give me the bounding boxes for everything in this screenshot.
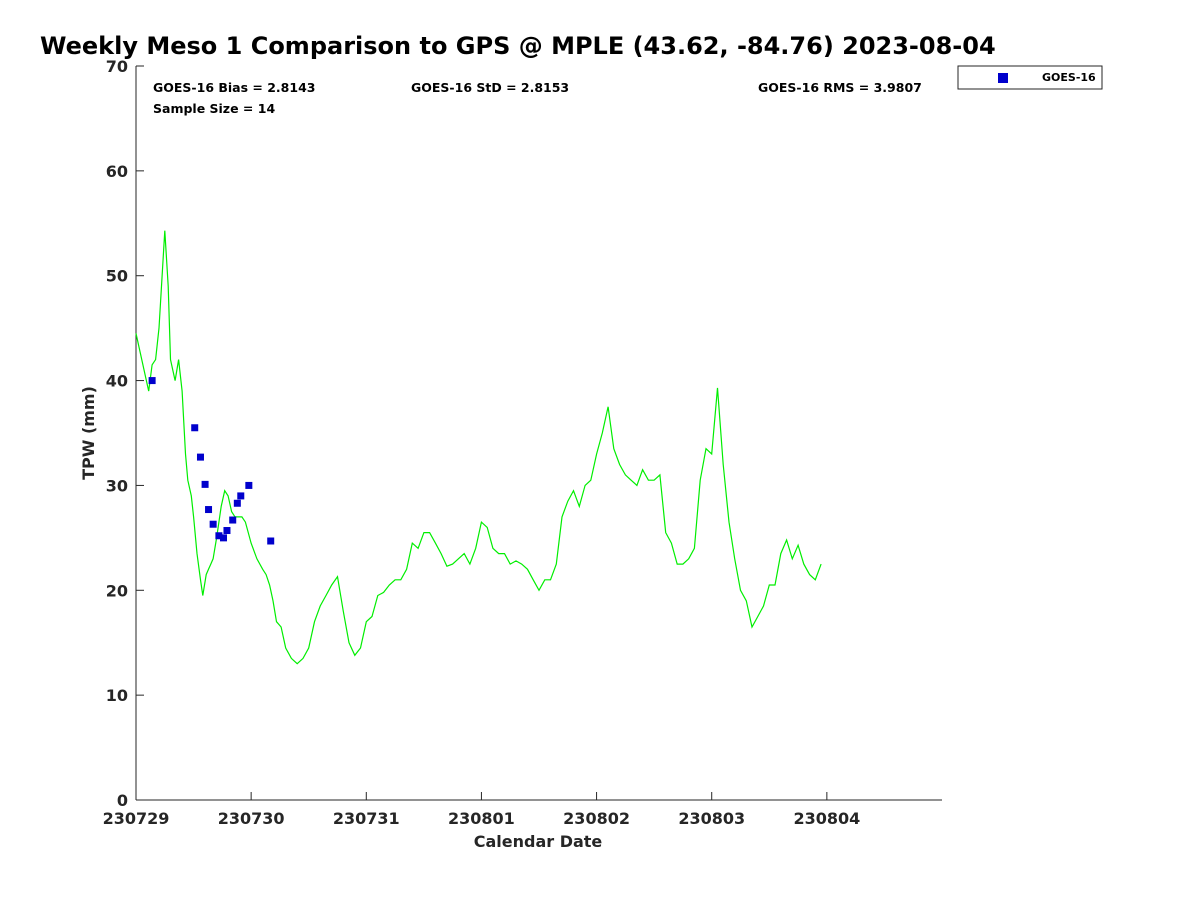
y-tick-label: 70 bbox=[106, 57, 128, 76]
bias-stat: GOES-16 Bias = 2.8143 bbox=[153, 80, 315, 95]
y-tick-label: 0 bbox=[117, 791, 128, 810]
x-tick-label: 230803 bbox=[678, 809, 745, 828]
gps-series bbox=[135, 230, 822, 665]
legend-label: GOES-16 bbox=[1042, 71, 1096, 84]
goes16-point bbox=[220, 534, 228, 542]
x-ticks: 230729 230730 230731 230801 230802 230803 2308… bbox=[103, 792, 860, 828]
goes16-point bbox=[237, 492, 245, 500]
x-axis-label: Calendar Date bbox=[474, 832, 603, 851]
y-ticks: 0 10 20 30 40 50 60 70 bbox=[106, 57, 144, 810]
goes16-point bbox=[215, 532, 223, 540]
y-tick-label: 50 bbox=[106, 267, 128, 286]
x-tick-label: 230729 bbox=[103, 809, 170, 828]
goes16-point bbox=[201, 480, 209, 488]
plot-axes bbox=[135, 66, 942, 801]
legend-box bbox=[957, 65, 1103, 90]
x-tick-label: 230804 bbox=[793, 809, 860, 828]
rms-stat: GOES-16 RMS = 3.9807 bbox=[758, 80, 922, 95]
y-tick-label: 20 bbox=[106, 581, 128, 600]
goes16-point bbox=[196, 453, 204, 461]
y-axis-label: TPW (mm) bbox=[79, 386, 98, 480]
goes16-point bbox=[205, 506, 213, 514]
y-tick-label: 10 bbox=[106, 686, 128, 705]
sample-size-stat: Sample Size = 14 bbox=[153, 101, 275, 116]
goes16-point bbox=[209, 520, 217, 528]
gps-line bbox=[135, 230, 822, 665]
x-tick-label: 230731 bbox=[333, 809, 400, 828]
goes16-point bbox=[148, 377, 156, 385]
goes16-point bbox=[229, 516, 237, 524]
x-tick-label: 230802 bbox=[563, 809, 630, 828]
y-tick-label: 40 bbox=[106, 372, 128, 391]
y-tick-label: 30 bbox=[106, 476, 128, 495]
goes16-point bbox=[223, 527, 231, 535]
x-tick-label: 230801 bbox=[448, 809, 515, 828]
goes16-point bbox=[245, 481, 253, 489]
legend: GOES-16 bbox=[957, 65, 1103, 90]
legend-marker bbox=[998, 73, 1008, 83]
std-stat: GOES-16 StD = 2.8153 bbox=[411, 80, 569, 95]
x-tick-label: 230730 bbox=[218, 809, 285, 828]
goes16-series bbox=[148, 377, 275, 545]
goes16-point bbox=[233, 499, 241, 507]
goes16-point bbox=[191, 424, 199, 432]
chart-title: Weekly Meso 1 Comparison to GPS @ MPLE (… bbox=[40, 32, 996, 60]
y-tick-label: 60 bbox=[106, 162, 128, 181]
goes16-point bbox=[267, 537, 275, 545]
